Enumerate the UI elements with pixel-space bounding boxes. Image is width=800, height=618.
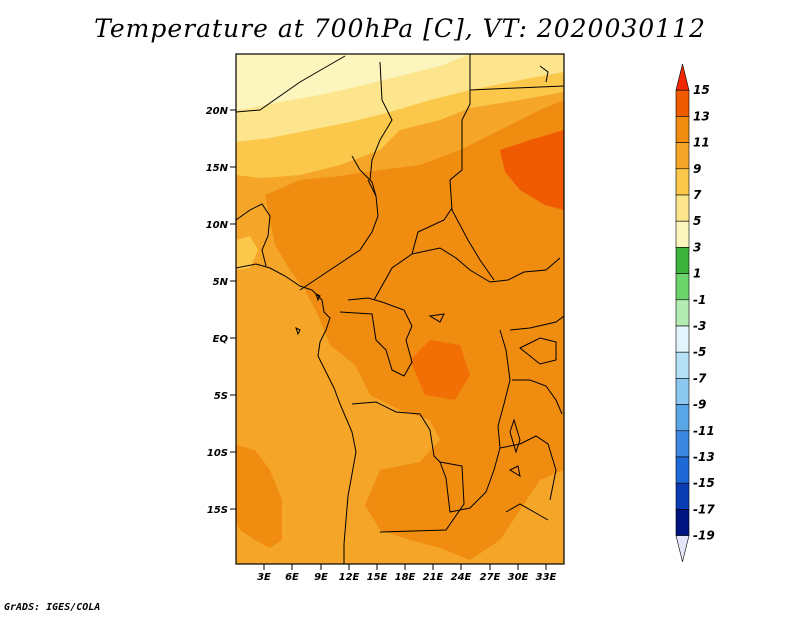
colorbar-segment (675, 220, 690, 248)
colorbar-segment (675, 89, 690, 117)
colorbar-segment (675, 456, 690, 484)
band-1-3 (236, 54, 470, 110)
lon-label-30e: 30E (508, 572, 529, 583)
colorbar-label: -15 (693, 476, 715, 490)
lat-label-eq: EQ (213, 334, 229, 345)
colorbar-label: -11 (693, 424, 715, 438)
band-9-11 (265, 100, 564, 560)
colorbar-segment (675, 194, 690, 222)
lat-axis: 20N 15N 10N 5N EQ 5S 10S 15S (206, 106, 236, 516)
colorbar-labels: 15 13 11 9 7 5 3 1 -1 -3 -5 -7 -9 -11 -13 -15 -17 -19 (693, 83, 715, 542)
colorbar-label: 13 (693, 109, 710, 123)
colorbar-label: -5 (693, 345, 706, 359)
lon-label-21e: 21E (423, 572, 444, 583)
band-11-13-congo (410, 340, 470, 400)
colorbar-label: -19 (693, 529, 715, 543)
colorbar-segment (675, 509, 690, 536)
map-frame (235, 53, 565, 565)
lon-label-24e: 24E (451, 572, 472, 583)
colorbar (675, 63, 690, 562)
colorbar-segment (675, 273, 690, 301)
colorbar-label: -13 (693, 450, 715, 464)
grads-credit: GrADS: IGES/COLA (4, 602, 101, 613)
lon-label-33e: 33E (536, 572, 557, 583)
colorbar-label: -17 (693, 502, 715, 516)
band-5-7-west (236, 236, 258, 270)
lon-label-27e: 27E (480, 572, 501, 583)
lat-label-10s: 10S (207, 448, 228, 459)
colorbar-label: 3 (693, 240, 701, 254)
colorbar-segment (675, 325, 690, 353)
lon-axis: 3E 6E 9E 12E 15E 18E 21E 24E 27E 30E 33E (257, 564, 557, 583)
colorbar-segment (675, 482, 690, 510)
colorbar-segment (675, 351, 690, 379)
lon-label-18e: 18E (395, 572, 416, 583)
colorbar-segment (675, 430, 690, 458)
colorbar-segment (675, 378, 690, 405)
lon-label-9e: 9E (314, 572, 328, 583)
lat-label-5n: 5N (213, 277, 229, 288)
country-borders (236, 54, 564, 564)
lat-label-15s: 15S (207, 505, 228, 516)
colorbar-label: 5 (693, 214, 701, 228)
lat-label-20n: 20N (206, 106, 229, 117)
colorbar-label: -1 (693, 293, 706, 307)
colorbar-segment (675, 168, 690, 196)
colorbar-label: 1 (693, 267, 701, 281)
colorbar-segment (675, 116, 690, 143)
lon-label-3e: 3E (257, 572, 271, 583)
colorbar-segment (675, 535, 690, 562)
colorbar-label: 15 (693, 83, 710, 97)
band-9-11-angola (236, 445, 282, 548)
colorbar-label: -3 (693, 319, 706, 333)
lat-label-5s: 5S (214, 391, 228, 402)
colorbar-label: 11 (693, 136, 710, 150)
colorbar-segment (675, 247, 690, 274)
lat-label-10n: 10N (206, 220, 229, 231)
colorbar-label: 7 (693, 188, 702, 202)
chart-title: Temperature at 700hPa [C], VT: 202003011… (94, 14, 706, 43)
lat-label-15n: 15N (206, 163, 229, 174)
band-11-13 (500, 130, 564, 210)
lon-label-6e: 6E (285, 572, 299, 583)
colorbar-label: 9 (693, 162, 701, 176)
colorbar-segment (675, 404, 690, 432)
colorbar-segment (675, 299, 690, 327)
colorbar-segment (675, 63, 690, 91)
colorbar-label: -7 (693, 371, 707, 385)
colorbar-segment (675, 142, 690, 170)
colorbar-label: -9 (693, 398, 706, 412)
lon-label-12e: 12E (339, 572, 360, 583)
lon-label-15e: 15E (367, 572, 388, 583)
